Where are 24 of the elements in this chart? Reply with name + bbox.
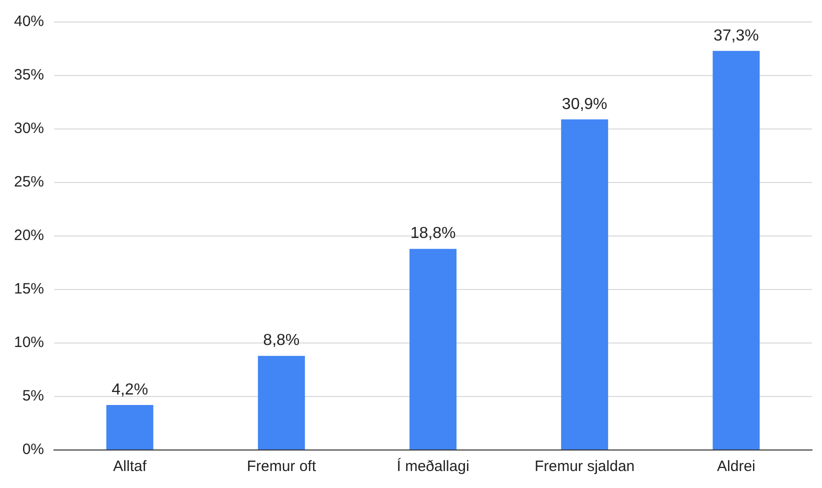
y-tick-label: 40% (14, 13, 44, 30)
x-tick-label: Fremur oft (246, 458, 317, 476)
y-tick-label: 25% (14, 174, 44, 191)
data-label: 18,8% (410, 225, 456, 242)
data-label: 37,3% (714, 27, 759, 44)
y-tick-label: 10% (14, 334, 44, 352)
y-tick-label: 35% (14, 66, 44, 84)
y-tick-label: 5% (22, 388, 44, 405)
y-tick-label: 15% (14, 280, 44, 298)
bar (106, 405, 154, 450)
y-tick-label: 20% (14, 227, 44, 244)
bar (410, 248, 457, 450)
data-label: 8,8% (263, 332, 300, 350)
y-tick-label: 30% (14, 120, 44, 138)
bar (258, 356, 305, 450)
data-label: 30,9% (562, 96, 608, 113)
bar (561, 119, 608, 450)
x-tick-label: Í meðallagi (396, 457, 470, 476)
y-tick-label: 0% (22, 441, 44, 458)
data-label: 4,2% (112, 381, 148, 398)
x-tick-label: Alltaf (113, 458, 148, 476)
bar (712, 50, 760, 450)
x-tick-label: Fremur sjaldan (534, 458, 635, 476)
x-tick-label: Aldrei (717, 458, 756, 476)
